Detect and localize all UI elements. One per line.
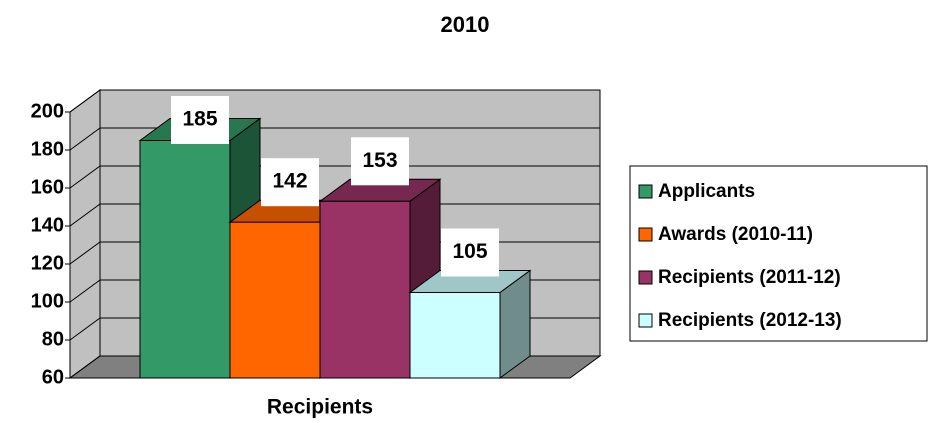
value-label-box [171, 96, 229, 144]
legend-box [629, 165, 928, 342]
bar [409, 292, 501, 379]
value-label-box [351, 137, 409, 186]
legend-swatch [638, 227, 653, 242]
y-tick-label: 140 [31, 214, 64, 236]
legend-label: Applicants [658, 181, 755, 202]
legend-label: Recipients (2012-13) [658, 310, 842, 331]
grid-line [69, 127, 600, 151]
y-tick-label: 200 [31, 100, 64, 122]
bar [319, 200, 411, 379]
y-tick-label: 180 [31, 138, 64, 160]
y-tick-label: 60 [42, 366, 64, 388]
x-tick-label: Recipients [267, 396, 373, 419]
value-label: 153 [362, 149, 397, 172]
side-wall [69, 89, 101, 379]
chart-title: 2010 [441, 12, 490, 37]
value-label: 142 [272, 170, 307, 193]
legend-label: Recipients (2011-12) [658, 267, 841, 288]
value-label-box [441, 228, 499, 277]
legend-swatch [638, 184, 653, 199]
value-label: 185 [182, 108, 217, 131]
legend-swatch [638, 313, 653, 328]
grid-line [69, 89, 600, 113]
bar [229, 221, 321, 379]
y-tick-label: 160 [31, 176, 64, 198]
legend-label: Awards (2010-11) [658, 224, 813, 245]
grid-line [69, 165, 600, 189]
y-tick-label: 100 [31, 290, 64, 312]
y-tick-label: 120 [31, 252, 64, 274]
value-label-box [261, 158, 319, 207]
y-tick-label: 80 [42, 328, 64, 350]
legend-swatch [638, 270, 653, 285]
bar [139, 140, 231, 379]
value-label: 105 [452, 240, 487, 263]
